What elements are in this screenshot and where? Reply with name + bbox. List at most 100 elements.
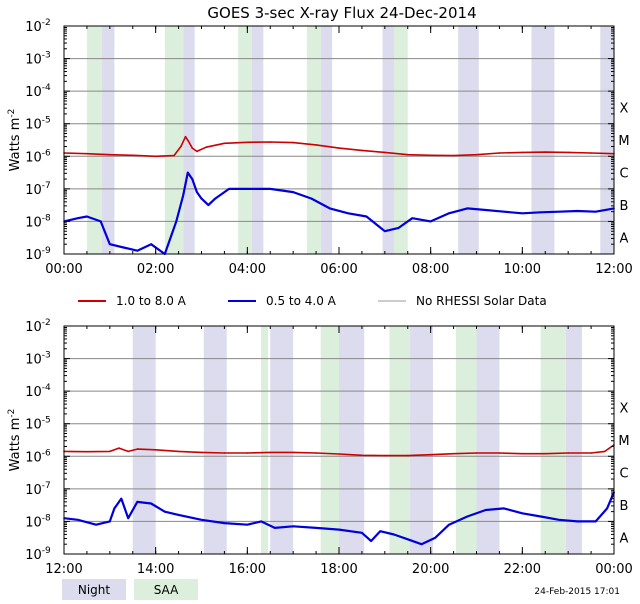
data-point bbox=[576, 520, 579, 523]
data-point bbox=[498, 452, 501, 454]
y-tick-label: 10-6 bbox=[25, 448, 51, 465]
data-point bbox=[154, 449, 157, 451]
flare-class-label: M bbox=[618, 134, 629, 149]
data-point bbox=[558, 519, 560, 521]
x-tick-label: 16:00 bbox=[229, 562, 266, 577]
data-point bbox=[475, 153, 478, 156]
data-point bbox=[498, 152, 501, 154]
night-band bbox=[183, 26, 195, 254]
top-panel: 10-2 10-3 10-4 10-5 10-6 10-7 10-8 10-900:00 02:… bbox=[25, 18, 633, 277]
data-point bbox=[269, 188, 272, 190]
chart-title: GOES 3-sec X-ray Flux 24-Dec-2014 bbox=[207, 4, 476, 22]
night-band bbox=[476, 326, 500, 554]
data-point bbox=[246, 523, 249, 526]
data-point bbox=[86, 215, 88, 218]
y-tick-label: 10-5 bbox=[25, 416, 51, 433]
data-point bbox=[361, 149, 363, 152]
x-tick-label: 12:00 bbox=[595, 262, 632, 277]
data-point bbox=[292, 141, 295, 144]
data-point bbox=[448, 212, 450, 215]
data-point bbox=[521, 212, 524, 215]
data-point bbox=[77, 519, 79, 521]
saa-legend-swatch bbox=[134, 579, 198, 600]
data-point bbox=[292, 451, 295, 454]
data-point bbox=[310, 197, 313, 200]
data-point bbox=[484, 209, 487, 211]
data-point bbox=[223, 522, 226, 524]
y-tick-label: 10-4 bbox=[25, 83, 51, 100]
data-point bbox=[205, 146, 207, 148]
y-tick-label: 10-7 bbox=[25, 181, 51, 198]
data-point bbox=[127, 517, 129, 519]
data-point bbox=[361, 532, 363, 534]
data-point bbox=[200, 519, 203, 521]
data-point bbox=[223, 142, 226, 145]
night-band bbox=[320, 26, 333, 254]
data-point bbox=[109, 520, 111, 523]
data-point bbox=[191, 147, 194, 149]
y-tick-label: 10-9 bbox=[25, 546, 51, 563]
data-point bbox=[207, 204, 210, 206]
x-tick-label: 00:00 bbox=[595, 562, 632, 577]
flare-class-label: B bbox=[620, 499, 629, 514]
data-point bbox=[109, 153, 111, 156]
data-point bbox=[187, 171, 189, 174]
data-point bbox=[384, 230, 386, 232]
data-point bbox=[173, 154, 175, 157]
data-point bbox=[567, 452, 569, 454]
y-tick-label: 10-5 bbox=[25, 116, 51, 133]
saa-band bbox=[164, 26, 184, 254]
data-point bbox=[397, 227, 400, 229]
data-point bbox=[407, 454, 409, 457]
data-point bbox=[503, 507, 505, 510]
flare-class-label: C bbox=[619, 167, 628, 182]
data-point bbox=[407, 538, 409, 541]
generation-timestamp: 24-Feb-2015 17:01 bbox=[534, 587, 620, 597]
night-band bbox=[203, 326, 227, 554]
data-point bbox=[150, 243, 152, 245]
saa-band bbox=[394, 26, 408, 254]
data-point bbox=[539, 515, 542, 518]
data-point bbox=[338, 528, 340, 531]
flare-class-label: X bbox=[620, 401, 629, 416]
data-point bbox=[86, 450, 88, 453]
data-point bbox=[370, 540, 372, 542]
data-point bbox=[452, 452, 455, 455]
data-point bbox=[590, 152, 592, 154]
data-point bbox=[274, 527, 276, 529]
x-tick-label: 04:00 bbox=[229, 262, 266, 277]
x-tick-label: 02:00 bbox=[137, 262, 174, 277]
data-point bbox=[434, 536, 437, 539]
flare-class-label: C bbox=[619, 467, 628, 482]
x-tick-label: 10:00 bbox=[504, 262, 541, 277]
saa-band bbox=[455, 326, 477, 554]
data-point bbox=[109, 243, 111, 245]
saa-band bbox=[261, 326, 268, 554]
data-point bbox=[338, 453, 340, 455]
flare-class-label: B bbox=[620, 199, 629, 214]
data-point bbox=[187, 140, 190, 143]
data-point bbox=[420, 543, 423, 545]
y-tick-label: 10-4 bbox=[25, 383, 51, 400]
data-point bbox=[177, 450, 180, 453]
legend-nodata-label: No RHESSI Solar Data bbox=[416, 294, 547, 308]
data-point bbox=[223, 452, 226, 454]
data-point bbox=[132, 154, 134, 157]
night-band bbox=[458, 26, 479, 254]
y-tick-label: 10-3 bbox=[25, 351, 51, 368]
data-point bbox=[184, 135, 187, 138]
data-point bbox=[347, 212, 350, 215]
data-point bbox=[365, 215, 368, 218]
y-tick-label: 10-8 bbox=[25, 513, 51, 530]
data-point bbox=[315, 527, 317, 529]
data-point bbox=[200, 197, 203, 200]
data-point bbox=[521, 452, 524, 455]
data-point bbox=[191, 178, 194, 180]
data-point bbox=[122, 246, 125, 249]
night-legend-swatch bbox=[62, 579, 126, 600]
data-point bbox=[136, 501, 139, 503]
data-point bbox=[260, 520, 262, 523]
data-point bbox=[604, 450, 606, 453]
data-point bbox=[269, 451, 272, 454]
bottom-y-axis-label: Watts m-2 bbox=[7, 409, 23, 472]
